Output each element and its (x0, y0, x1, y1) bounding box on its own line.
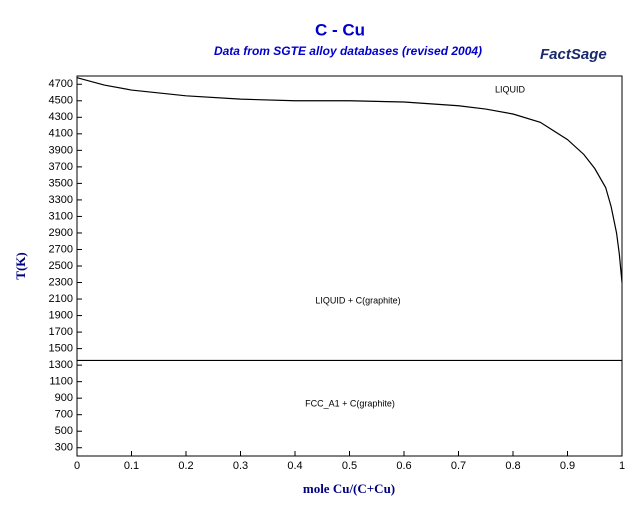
logo: FactSage (540, 46, 607, 63)
y-tick-label: 4500 (49, 95, 73, 107)
y-tick-label: 900 (55, 392, 73, 404)
y-tick-label: 2700 (49, 243, 73, 255)
x-tick-label: 0.3 (233, 460, 248, 472)
y-tick-label: 4100 (49, 128, 73, 140)
y-tick-label: 700 (55, 409, 73, 421)
x-tick-label: 0.2 (178, 460, 193, 472)
chart-subtitle: Data from SGTE alloy databases (revised … (214, 44, 482, 58)
y-tick-label: 4700 (49, 78, 73, 90)
x-tick-label: 1 (619, 460, 625, 472)
y-tick-label: 3900 (49, 144, 73, 156)
y-tick-label: 300 (55, 442, 73, 454)
y-tick-label: 2100 (49, 293, 73, 305)
x-tick-label: 0.7 (451, 460, 466, 472)
y-tick-label: 500 (55, 425, 73, 437)
x-tick-label: 0.9 (560, 460, 575, 472)
y-tick-label: 2300 (49, 276, 73, 288)
y-tick-label: 2900 (49, 227, 73, 239)
y-tick-label: 1100 (49, 376, 73, 388)
y-tick-label: 1700 (49, 326, 73, 338)
phase-label: LIQUID (495, 84, 526, 94)
y-tick-label: 2500 (49, 260, 73, 272)
x-tick-label: 0 (74, 460, 80, 472)
x-tick-label: 0.8 (505, 460, 520, 472)
phase-label: LIQUID + C(graphite) (315, 295, 400, 305)
y-tick-label: 3500 (49, 177, 73, 189)
phase-boundary (76, 77, 623, 283)
x-tick-label: 0.5 (342, 460, 357, 472)
y-tick-label: 4300 (49, 111, 73, 123)
y-tick-label: 1500 (49, 343, 73, 355)
x-axis-label: mole Cu/(C+Cu) (303, 481, 395, 496)
chart-title: C - Cu (315, 20, 365, 39)
phase-label: FCC_A1 + C(graphite) (305, 398, 395, 408)
y-tick-label: 3700 (49, 161, 73, 173)
y-axis-label: T(K) (13, 252, 28, 279)
x-tick-label: 0.4 (287, 460, 302, 472)
y-tick-label: 3100 (49, 210, 73, 222)
y-tick-label: 1300 (49, 359, 73, 371)
y-tick-label: 1900 (49, 309, 73, 321)
x-tick-label: 0.1 (124, 460, 139, 472)
x-tick-label: 0.6 (396, 460, 411, 472)
y-tick-label: 3300 (49, 194, 73, 206)
